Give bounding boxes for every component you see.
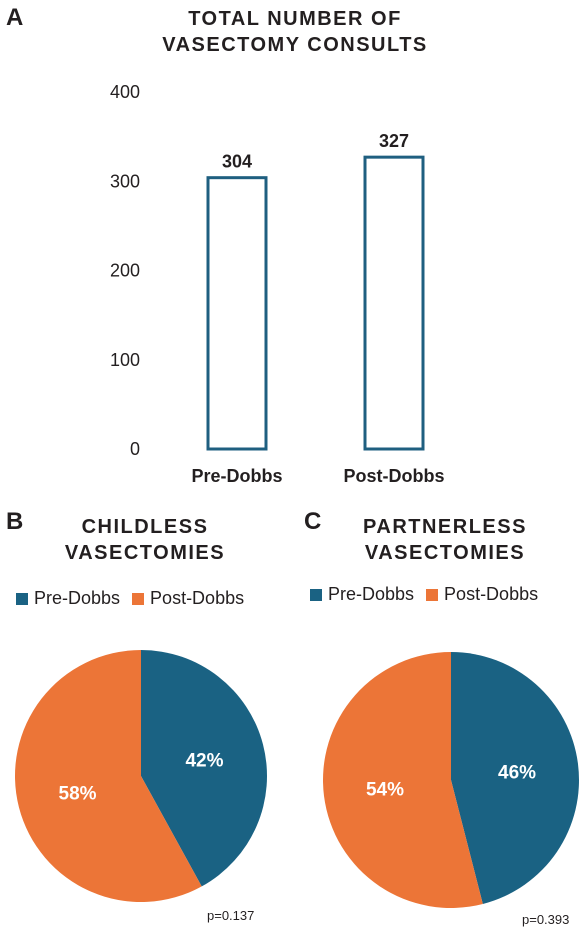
panel-c-legend: Pre-Dobbs Post-Dobbs xyxy=(310,584,550,605)
panel-c-legend-post: Post-Dobbs xyxy=(426,584,538,605)
panel-b-legend-pre: Pre-Dobbs xyxy=(16,588,120,609)
panel-b-letter: B xyxy=(6,508,24,535)
panel-c-title-line-2: VASECTOMIES xyxy=(364,542,526,564)
pie-slice-label-1: 58% xyxy=(59,783,97,804)
y-tick-label-4: 400 xyxy=(110,82,140,102)
panel-c-pvalue: p=0.393 xyxy=(522,912,570,927)
legend-swatch-post xyxy=(132,592,145,605)
pie-slice-pre-dobbs xyxy=(141,650,268,887)
pie-slice-post-dobbs xyxy=(15,650,202,902)
panel-c-title-line-1: PARTNERLESS xyxy=(363,516,527,538)
panel-b-legend-post: Post-Dobbs xyxy=(132,588,244,609)
bar-chart: 0 100 200 300 400 304 Pre-Dobbs 327 Post-Dobbs xyxy=(110,82,445,486)
panel-b-title-line-2: VASECTOMIES xyxy=(64,542,226,564)
panel-b-legend-post-label: Post-Dobbs xyxy=(150,588,245,608)
panel-a-title-line-2: VASECTOMY CONSULTS xyxy=(162,34,428,56)
pie-chart-childless: 42% 58% xyxy=(15,650,268,902)
y-tick-label-2: 200 xyxy=(110,261,140,281)
pie-slice-post-dobbs xyxy=(322,652,483,908)
pie-slice-label-1: 54% xyxy=(366,779,404,800)
legend-swatch-pre xyxy=(310,588,322,601)
panel-c-title: PARTNERLESS VASECTOMIES xyxy=(340,514,550,566)
panel-c-legend-pre-label: Pre-Dobbs xyxy=(328,584,415,604)
panel-c-letter: C xyxy=(304,508,322,535)
panel-b-pvalue: p=0.137 xyxy=(207,908,255,923)
panel-b-title-line-1: CHILDLESS xyxy=(81,516,209,538)
x-tick-label-1: Post-Dobbs xyxy=(344,466,445,486)
bar-pre-dobbs xyxy=(206,176,268,451)
legend-swatch-pre xyxy=(16,592,28,605)
pie-slice-label-0: 46% xyxy=(498,763,536,784)
panel-a-letter: A xyxy=(6,4,24,31)
pie-chart-partnerless: 46% 54% xyxy=(322,652,579,908)
bar-post-dobbs xyxy=(363,155,425,451)
bar-data-label-0: 304 xyxy=(222,152,252,172)
bar-data-label-1: 327 xyxy=(379,131,409,151)
panel-c-legend-post-label: Post-Dobbs xyxy=(444,584,539,604)
y-tick-label-3: 300 xyxy=(110,171,140,191)
pie-slice-pre-dobbs xyxy=(451,652,579,904)
panel-a-title-line-1: TOTAL NUMBER OF xyxy=(188,8,402,30)
y-tick-label-0: 0 xyxy=(130,439,140,459)
panel-b-legend: Pre-Dobbs Post-Dobbs xyxy=(16,588,256,609)
legend-swatch-post xyxy=(426,588,439,601)
panel-b-title: CHILDLESS VASECTOMIES xyxy=(40,514,250,566)
pie-slice-label-0: 42% xyxy=(185,751,223,772)
x-tick-label-0: Pre-Dobbs xyxy=(191,466,282,486)
y-tick-label-1: 100 xyxy=(110,350,140,370)
panel-a-title: TOTAL NUMBER OF VASECTOMY CONSULTS xyxy=(95,6,495,58)
panel-b-legend-pre-label: Pre-Dobbs xyxy=(34,588,121,608)
panel-c-legend-pre: Pre-Dobbs xyxy=(310,584,414,605)
